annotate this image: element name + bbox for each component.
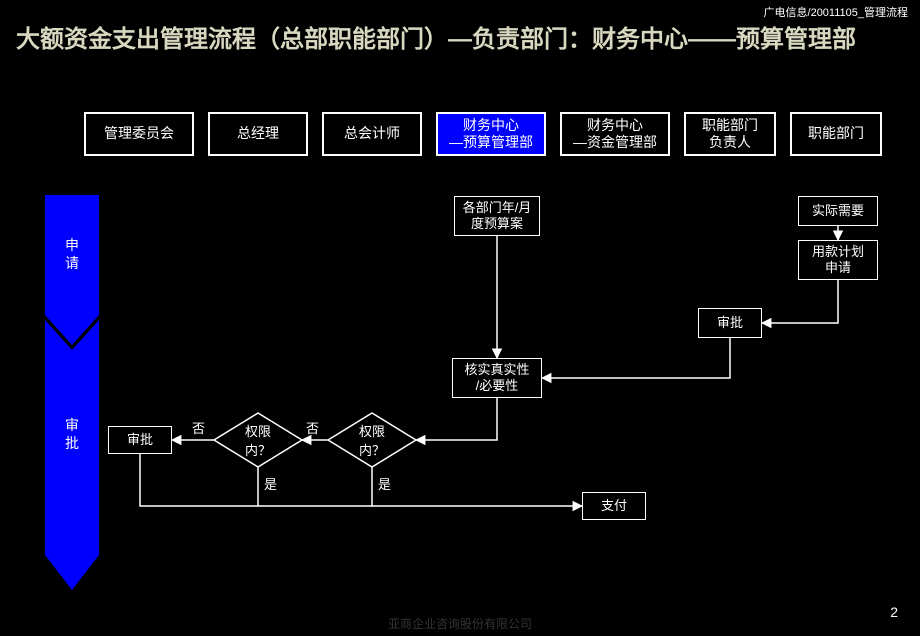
footer: 亚商企业咨询股份有限公司 [0,615,920,632]
node-approve6: 审批 [698,308,762,338]
column-c7: 职能部门 [790,112,882,156]
edge-label-dec2_no: 否 [306,418,319,437]
column-c5: 财务中心 —资金管理部 [560,112,670,156]
edge-2 [762,280,838,323]
node-dec1-label: 权限 内？ [214,413,302,467]
page-title: 大额资金支出管理流程（总部职能部门）—负责部门：财务中心——预算管理部 [16,24,904,56]
edges-layer [0,0,920,636]
edge-label-dec1_no: 否 [192,418,205,437]
phase-2-shape [45,320,99,590]
node-verify: 核实真实性 /必要性 [452,358,542,398]
edge-label-dec2_yes: 是 [378,474,391,493]
column-c3: 总会计师 [322,112,422,156]
node-need: 实际需要 [798,196,878,226]
column-c1: 管理委员会 [84,112,194,156]
phase-indicator: 申请 审批 [45,195,99,590]
column-c6: 职能部门 负责人 [684,112,776,156]
node-approve1: 审批 [108,426,172,454]
node-plan: 用款计划 申请 [798,240,878,280]
header-right: 广电信息/20011105_管理流程 [764,4,908,20]
node-dec2-label: 权限 内？ [328,413,416,467]
edge-label-dec1_yes: 是 [264,474,277,493]
node-budget: 各部门年/月 度预算案 [454,196,540,236]
edge-4 [416,398,497,440]
slide: 广电信息/20011105_管理流程 大额资金支出管理流程（总部职能部门）—负责… [0,0,920,636]
edge-3 [542,338,730,378]
column-c4: 财务中心 —预算管理部 [436,112,546,156]
column-c2: 总经理 [208,112,308,156]
node-pay: 支付 [582,492,646,520]
edge-7 [372,467,582,506]
